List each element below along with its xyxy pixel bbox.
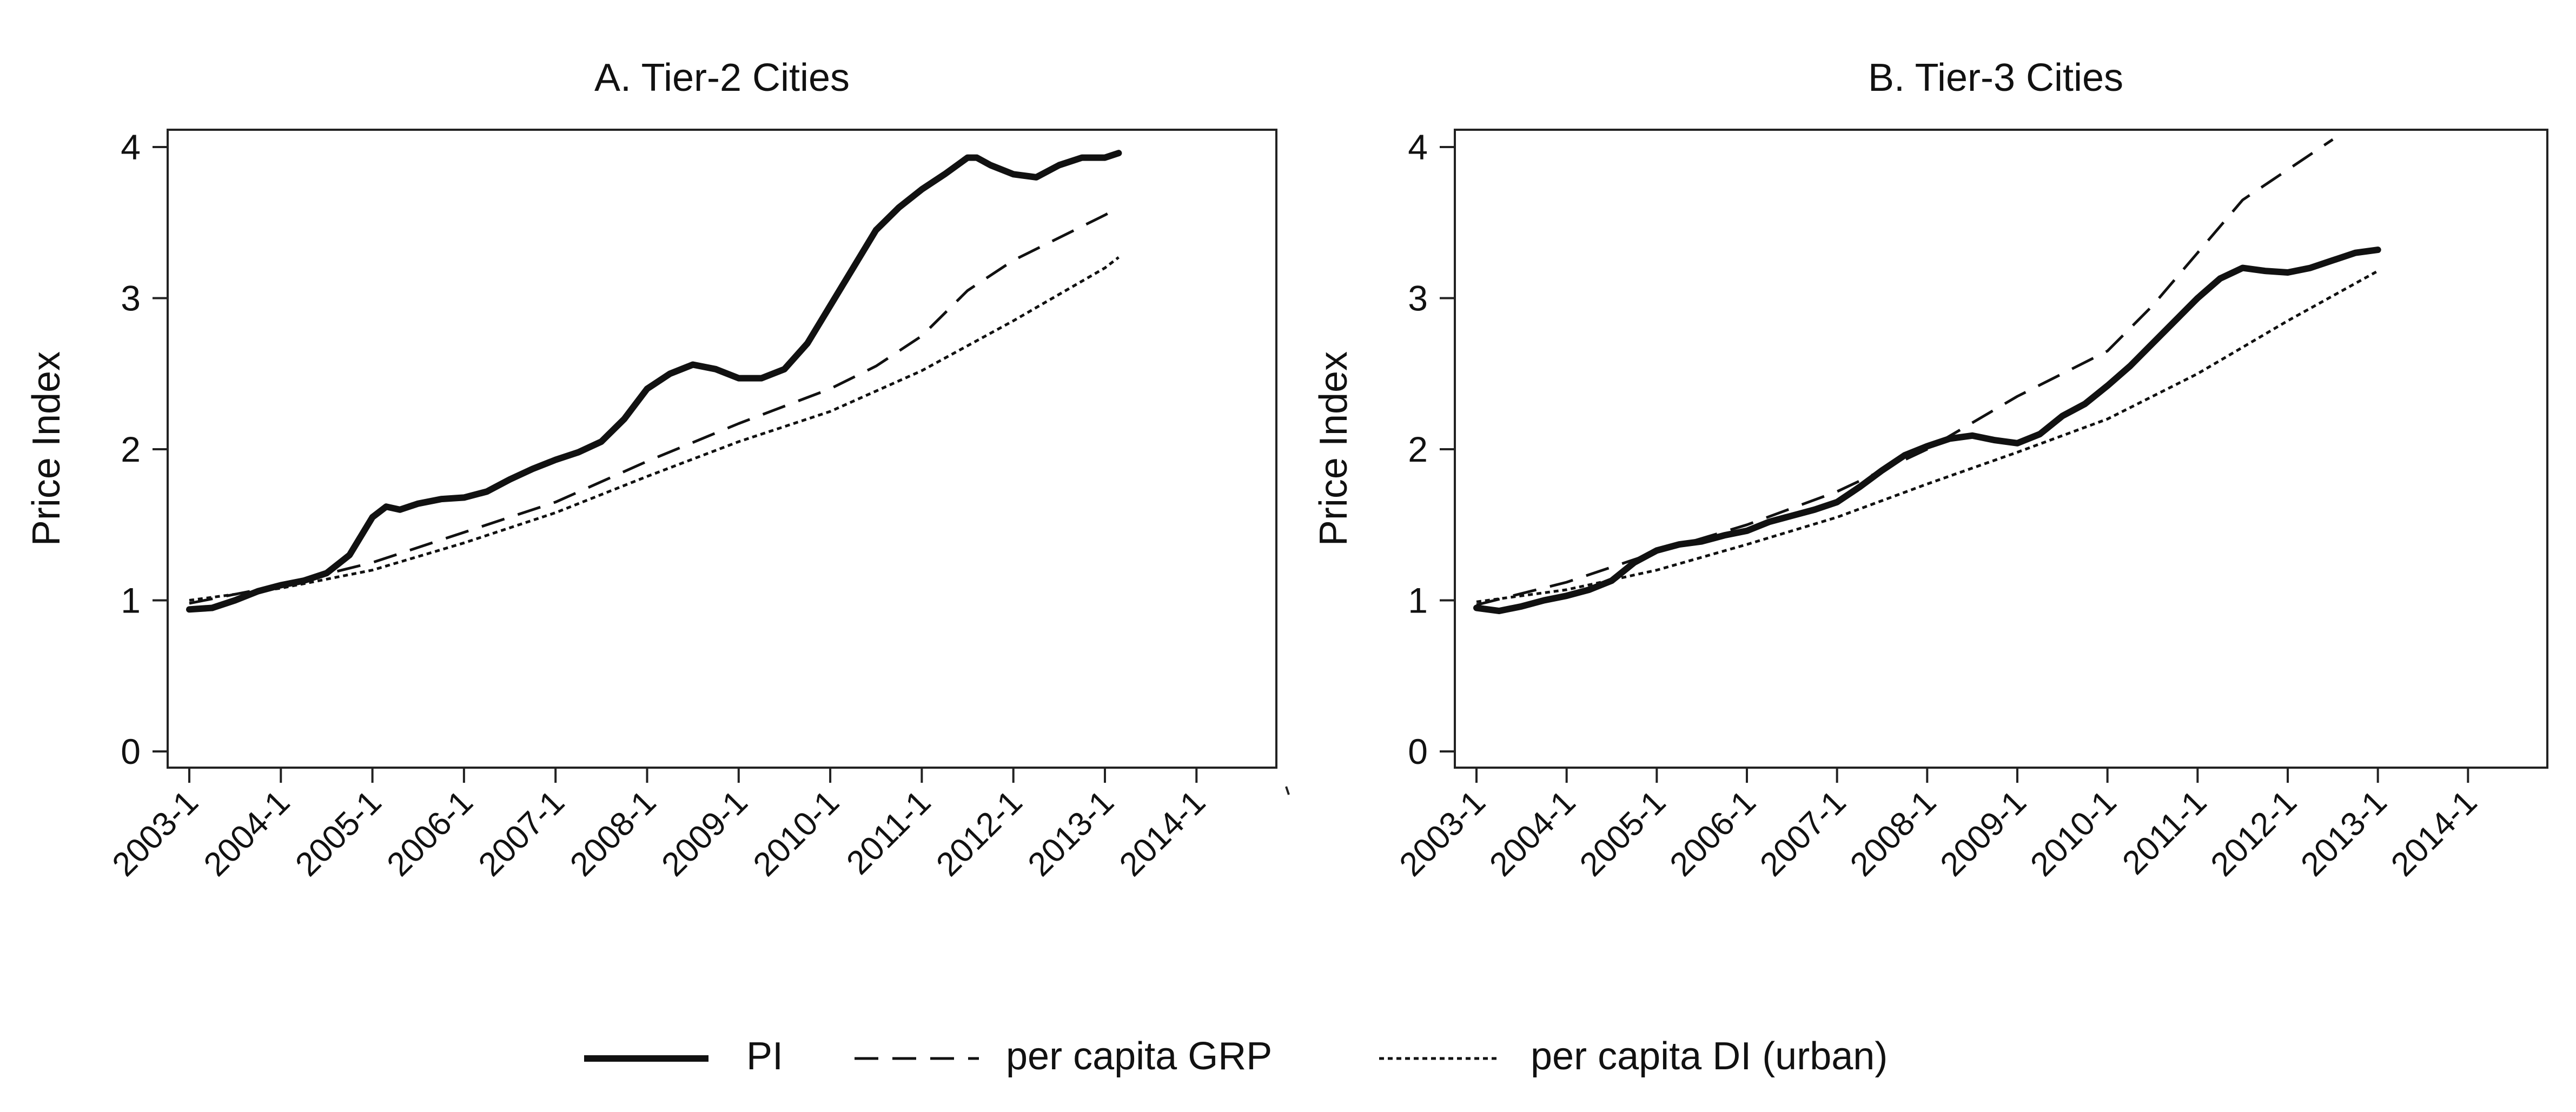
y-tick-label: 3 xyxy=(1408,278,1428,318)
y-tick-label: 0 xyxy=(1408,731,1428,771)
y-tick-label: 1 xyxy=(1408,581,1428,621)
legend-label: per capita DI (urban) xyxy=(1531,1035,1888,1078)
y-tick-label: 4 xyxy=(121,127,141,167)
legend-label: PI xyxy=(746,1035,783,1078)
series-line-per-capita-grp xyxy=(1476,138,2334,607)
y-axis-title: Price Index xyxy=(1312,351,1355,546)
panel-title: A. Tier-2 Cities xyxy=(594,56,850,99)
y-tick-label: 4 xyxy=(1408,127,1428,167)
series-line-pi xyxy=(1473,247,2381,615)
y-tick-label: 1 xyxy=(121,581,141,621)
y-tick-label: 0 xyxy=(121,731,141,771)
y-tick-label: 3 xyxy=(121,278,141,318)
legend-label: per capita GRP xyxy=(1006,1035,1272,1078)
legend: PI per capita GRP per capita DI (urban) xyxy=(584,1035,1888,1078)
stray-mark xyxy=(1285,786,1290,795)
panel-title: B. Tier-3 Cities xyxy=(1868,56,2123,99)
y-axis-title: Price Index xyxy=(25,351,68,546)
y-tick-label: 2 xyxy=(1408,429,1428,469)
y-tick-label: 2 xyxy=(121,429,141,469)
series-line-pi xyxy=(186,150,1122,613)
series-line-per-capita-di-urban xyxy=(189,256,1120,602)
